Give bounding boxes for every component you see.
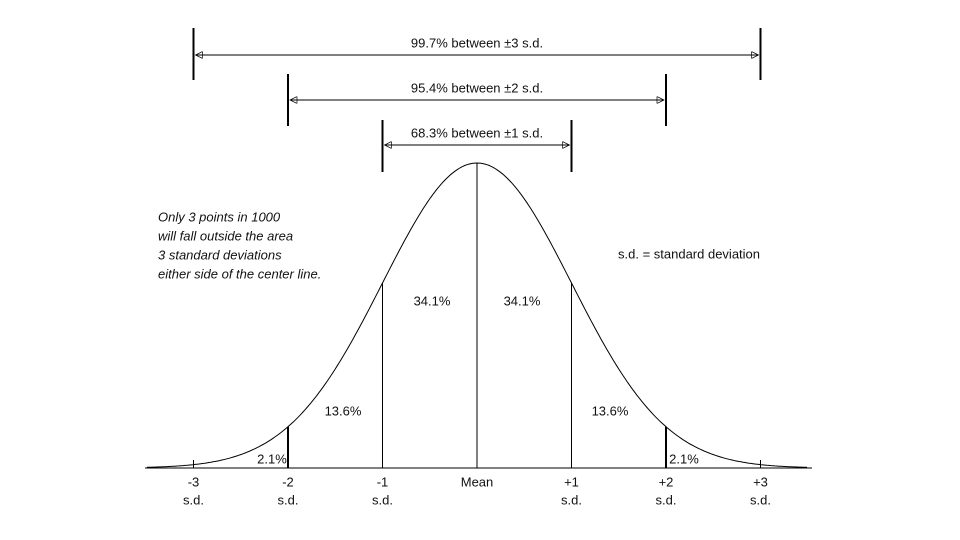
region-label: 13.6% <box>592 403 629 418</box>
axis-label: s.d. <box>278 492 299 507</box>
axis-label: +3 <box>753 474 768 489</box>
axis-label: s.d. <box>372 492 393 507</box>
axis-label: -1 <box>377 474 389 489</box>
region-label: 34.1% <box>504 293 541 308</box>
note-line: will fall outside the area <box>158 228 293 243</box>
axis-label: +2 <box>659 474 674 489</box>
note-line: Only 3 points in 1000 <box>158 209 281 224</box>
axis-label: s.d. <box>750 492 771 507</box>
axis-label: Mean <box>461 474 494 489</box>
axis-label: -3 <box>188 474 200 489</box>
axis-label: s.d. <box>656 492 677 507</box>
note-line: 3 standard deviations <box>158 247 282 262</box>
normal-curve-diagram: -3 s.d. -2 s.d. -1 s.d. Mean +1 s.d. +2 s.d. +3 s.d.… <box>145 28 812 507</box>
note-line: either side of the center line. <box>158 266 321 281</box>
axis-label: -2 <box>282 474 294 489</box>
axis-label: s.d. <box>561 492 582 507</box>
range-label: 68.3% between ±1 s.d. <box>411 125 543 140</box>
range-label: 99.7% between ±3 s.d. <box>411 35 543 50</box>
region-label: 2.1% <box>257 451 287 466</box>
region-label: 2.1% <box>669 451 699 466</box>
legend: s.d. = standard deviation <box>618 246 760 261</box>
axis-label: s.d. <box>183 492 204 507</box>
region-label: 13.6% <box>325 403 362 418</box>
region-label: 34.1% <box>414 293 451 308</box>
range-label: 95.4% between ±2 s.d. <box>411 80 543 95</box>
axis-label: +1 <box>564 474 579 489</box>
